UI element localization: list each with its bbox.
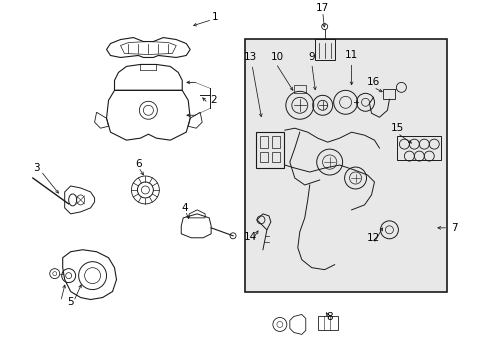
Text: 3: 3 xyxy=(33,163,40,173)
Text: 11: 11 xyxy=(344,50,358,60)
Bar xyxy=(271,152,279,162)
Text: 5: 5 xyxy=(67,297,74,306)
Text: 8: 8 xyxy=(325,312,332,323)
Text: 10: 10 xyxy=(271,53,284,63)
Bar xyxy=(244,39,447,292)
Bar xyxy=(317,316,337,330)
Bar xyxy=(260,136,267,148)
Text: 14: 14 xyxy=(243,232,256,242)
Text: 2: 2 xyxy=(209,95,216,105)
Text: 1: 1 xyxy=(211,12,218,22)
Text: 17: 17 xyxy=(315,3,328,13)
Bar xyxy=(255,132,283,168)
Bar xyxy=(314,39,334,60)
Bar xyxy=(271,136,279,148)
Bar xyxy=(260,152,267,162)
Text: 6: 6 xyxy=(135,159,142,169)
Text: 13: 13 xyxy=(243,53,256,63)
Bar xyxy=(397,136,440,160)
Bar xyxy=(383,89,395,99)
Text: 16: 16 xyxy=(366,77,379,87)
Text: 4: 4 xyxy=(182,203,188,213)
Text: 12: 12 xyxy=(366,233,379,243)
Bar xyxy=(293,85,305,93)
Text: 9: 9 xyxy=(308,53,314,63)
Text: 7: 7 xyxy=(450,223,457,233)
Text: 15: 15 xyxy=(390,123,403,133)
